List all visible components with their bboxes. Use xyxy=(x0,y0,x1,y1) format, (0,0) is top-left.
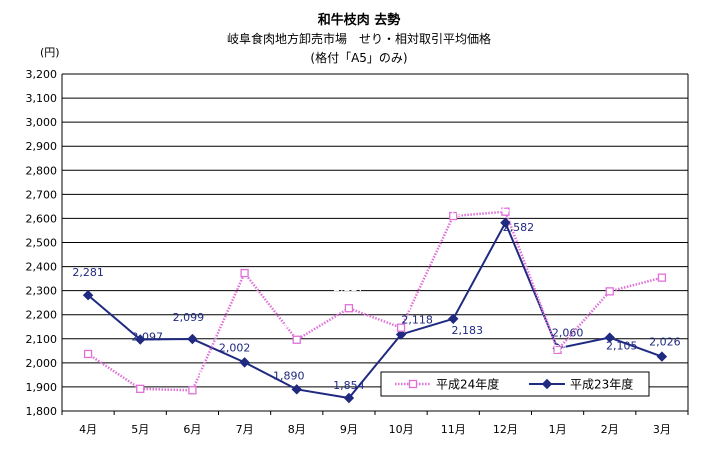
series-line-h23 xyxy=(87,220,663,400)
y-tick-label: 2,600 xyxy=(26,212,58,225)
data-label-h23: 2,026 xyxy=(649,336,681,349)
x-tick-label: 3月 xyxy=(653,423,671,436)
legend-label-h24: 平成24年度 xyxy=(436,377,499,392)
data-label-h23: 2,281 xyxy=(72,266,104,279)
y-tick-label: 3,200 xyxy=(26,68,58,81)
x-tick-label: 7月 xyxy=(236,423,254,436)
data-label-h24: 2,146 xyxy=(379,301,411,314)
x-tick-label: 4月 xyxy=(79,423,97,436)
data-point-h23 xyxy=(604,332,615,343)
data-label-h24: 2,373 xyxy=(221,245,253,258)
data-point-h24 xyxy=(83,349,93,359)
data-label-h23: 2,105 xyxy=(606,340,638,353)
legend-marker-h24 xyxy=(408,379,418,389)
y-tick-label: 2,900 xyxy=(26,140,58,153)
x-tick-label: 1月 xyxy=(549,423,567,436)
data-point-h23 xyxy=(135,334,146,345)
legend-marker-h23 xyxy=(541,378,553,390)
data-label-h23: 2,002 xyxy=(219,341,251,354)
data-point-h23 xyxy=(239,357,250,368)
data-label-h24: 2,227 xyxy=(333,281,365,294)
data-label-h23: 2,060 xyxy=(552,326,584,339)
data-point-h23 xyxy=(448,313,459,325)
x-tick-label: 2月 xyxy=(601,423,619,436)
x-tick-label: 8月 xyxy=(288,423,306,436)
data-point-h24 xyxy=(396,323,406,332)
x-tick-label: 10月 xyxy=(389,423,414,436)
data-label-h24: 2,354 xyxy=(640,245,672,258)
y-axis-unit-label: (円) xyxy=(40,46,60,59)
x-tick-label: 9月 xyxy=(340,423,358,436)
data-point-h23 xyxy=(291,384,302,395)
data-point-h23 xyxy=(187,333,198,345)
data-label-h23: 1,854 xyxy=(333,379,365,392)
data-point-h23 xyxy=(343,392,355,404)
data-point-h23 xyxy=(395,329,407,340)
y-tick-label: 1,800 xyxy=(26,405,58,418)
chart-title: 和牛枝肉 去勢 xyxy=(318,12,401,28)
y-tick-label: 2,500 xyxy=(26,237,58,250)
y-tick-label: 2,400 xyxy=(26,261,58,274)
chart-subtitle-2: (格付「A5」のみ) xyxy=(310,50,407,65)
y-tick-label: 2,000 xyxy=(26,357,58,370)
data-point-h24 xyxy=(344,304,354,313)
x-tick-label: 5月 xyxy=(131,423,149,436)
data-label-h24: 2,610 xyxy=(432,206,464,219)
plot-area: 1,800 1,900 2,000 2,100 2,200 2,300 2,400 2,500… xyxy=(26,68,689,436)
y-tick-label: 2,200 xyxy=(26,309,58,322)
data-label-h23: 2,097 xyxy=(132,331,164,344)
data-point-h24 xyxy=(605,287,614,296)
y-tick-label: 1,900 xyxy=(26,381,58,394)
data-label-h24: 2,037 xyxy=(68,327,100,340)
data-label-h23: 2,099 xyxy=(173,311,205,324)
data-point-h24 xyxy=(553,345,562,355)
data-point-h24 xyxy=(188,386,197,395)
chart-subtitle: 岐阜食肉地方卸売市場 せり・相対取引平均価格 xyxy=(227,31,491,46)
data-label-h23: 2,118 xyxy=(401,313,433,326)
data-point-h24 xyxy=(240,268,249,278)
y-tick-label: 2,300 xyxy=(26,285,58,298)
x-tick-label: 6月 xyxy=(183,423,201,436)
data-point-h24 xyxy=(449,211,458,221)
y-tick-label: 3,100 xyxy=(26,92,58,105)
data-label-h24: 2,628 xyxy=(500,202,532,215)
x-tick-label: 11月 xyxy=(441,423,466,436)
legend-label-h23: 平成23年度 xyxy=(570,377,633,392)
data-label-h24: 2,054 xyxy=(536,343,568,356)
y-tick-label: 2,800 xyxy=(26,164,58,177)
data-label-h24: 2,297 xyxy=(602,296,634,309)
series-line-h24 xyxy=(87,210,663,392)
data-point-h23 xyxy=(656,351,668,362)
data-label-h23: 2,183 xyxy=(452,324,484,337)
data-point-h24 xyxy=(501,207,510,216)
data-label-h24: 1,892 xyxy=(125,364,157,377)
data-label-h24: 2,096 xyxy=(283,318,315,331)
data-point-h23 xyxy=(82,290,94,301)
data-label-h24: 1,886 xyxy=(175,367,207,380)
data-label-h23: 1,890 xyxy=(273,369,305,382)
data-label-h23: 2,582 xyxy=(503,221,535,234)
data-point-h24 xyxy=(657,273,667,282)
data-point-h24 xyxy=(136,384,145,394)
data-point-h23 xyxy=(500,217,511,228)
y-tick-label: 3,000 xyxy=(26,116,58,129)
y-tick-label: 2,100 xyxy=(26,333,58,346)
x-tick-label: 12月 xyxy=(493,423,518,436)
y-tick-label: 2,700 xyxy=(26,188,58,201)
data-point-h24 xyxy=(292,335,301,344)
